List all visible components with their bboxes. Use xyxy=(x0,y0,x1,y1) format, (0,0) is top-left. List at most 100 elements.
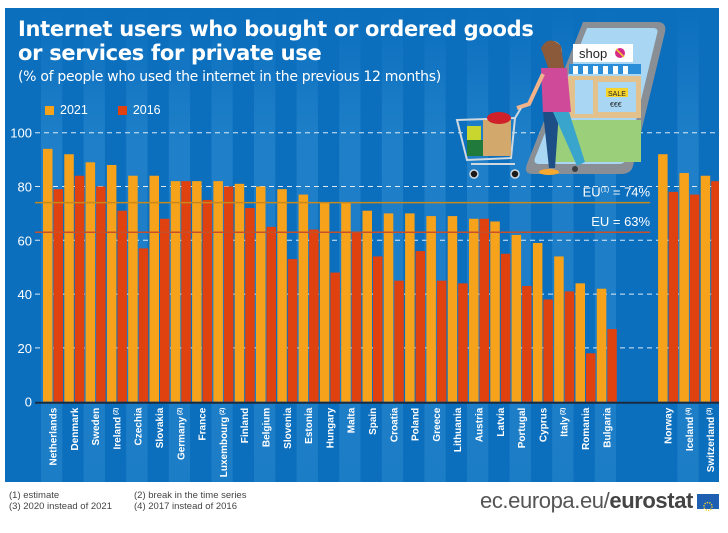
shopping-cart-icon xyxy=(455,107,522,179)
x-label-romania: Romania xyxy=(581,407,592,450)
x-label-lithuania: Lithuania xyxy=(453,407,464,452)
x-label-ireland: Ireland (2) xyxy=(112,408,123,450)
y-tick-label: 100 xyxy=(10,126,32,141)
chart-subtitle: (% of people who used the internet in th… xyxy=(18,69,441,85)
sale-label: SALE xyxy=(608,91,626,98)
bar-2016-latvia xyxy=(500,253,511,402)
x-label-estonia: Estonia xyxy=(304,407,315,444)
x-label-belgium: Belgium xyxy=(262,408,273,448)
shop-sign-text: shop xyxy=(579,46,607,61)
y-axis-ticks: 0 20 40 60 80 100 xyxy=(10,126,32,410)
chart-title-line2: or services for private use xyxy=(18,41,322,65)
legend-label-2021: 2021 xyxy=(60,103,88,117)
brand-name: eurostat xyxy=(609,488,693,513)
bar-2016-ireland xyxy=(117,210,127,402)
x-label-greece: Greece xyxy=(432,407,443,441)
bar-2016-estonia xyxy=(309,229,319,402)
x-label-italy: Italy (2) xyxy=(560,408,571,437)
bar-2021-germany xyxy=(170,181,181,402)
bar-2021-sweden xyxy=(85,162,96,402)
bar-2021-spain xyxy=(362,210,372,402)
bar-2021-iceland xyxy=(679,173,689,402)
bar-2016-greece xyxy=(436,280,447,402)
x-label-cyprus: Cyprus xyxy=(538,407,549,442)
y-tick-label: 20 xyxy=(18,341,32,356)
bar-2021-bulgaria xyxy=(596,288,607,402)
bar-2016-croatia xyxy=(394,280,404,402)
bar-2016-sweden xyxy=(96,186,106,402)
x-label-luxembourg: Luxembourg (2) xyxy=(219,408,230,478)
x-label-latvia: Latvia xyxy=(496,407,507,436)
bar-2016-switzerland xyxy=(711,181,719,402)
bar-2016-norway xyxy=(668,191,679,402)
footnote-1: (1) estimate xyxy=(9,490,60,501)
y-tick-label: 0 xyxy=(25,395,32,410)
x-label-slovakia: Slovakia xyxy=(155,407,166,448)
legend: 2021 2016 xyxy=(45,103,161,117)
legend-label-2016: 2016 xyxy=(132,103,161,117)
y-tick-label: 60 xyxy=(18,233,32,248)
x-label-finland: Finland xyxy=(240,408,251,444)
bar-2021-belgium xyxy=(256,186,266,402)
bar-2016-slovenia xyxy=(287,259,298,402)
bar-2016-finland xyxy=(245,208,255,402)
shop-front-icon: shop SALE €€€ xyxy=(567,44,641,118)
x-label-hungary: Hungary xyxy=(325,407,336,448)
bar-2021-latvia xyxy=(490,221,500,402)
bar-2016-italy xyxy=(564,291,575,402)
x-label-netherlands: Netherlands xyxy=(49,407,60,465)
bar-2021-luxembourg xyxy=(213,181,223,402)
x-label-iceland: Iceland (4) xyxy=(685,408,696,451)
x-label-bulgaria: Bulgaria xyxy=(602,407,613,447)
x-label-sweden: Sweden xyxy=(91,408,102,446)
bar-2021-austria xyxy=(469,218,479,402)
bar-2016-denmark xyxy=(74,175,85,402)
bar-2016-cyprus xyxy=(543,299,553,402)
bar-2021-greece xyxy=(426,216,436,402)
y-tick-label: 40 xyxy=(18,287,32,302)
bar-2021-lithuania xyxy=(447,216,458,402)
shopper-woman-icon xyxy=(516,40,585,175)
x-label-switzerland: Switzerland (3) xyxy=(706,408,717,473)
eurostat-brand[interactable]: ec.europa.eu/eurostat xyxy=(480,488,719,514)
price-label: €€€ xyxy=(610,102,622,109)
bar-2021-poland xyxy=(405,213,415,402)
bar-2021-malta xyxy=(341,202,351,402)
bar-2016-luxembourg xyxy=(223,186,234,402)
bar-2016-france xyxy=(202,199,213,402)
bar-2021-estonia xyxy=(298,194,309,402)
bars xyxy=(43,148,719,402)
bar-2016-hungary xyxy=(330,272,340,402)
bar-2016-lithuania xyxy=(458,283,468,402)
online-shopping-illustration: shop SALE €€€ xyxy=(455,22,666,179)
x-label-austria: Austria xyxy=(475,407,486,442)
legend-swatch-2016 xyxy=(117,105,127,115)
legend-swatch-2021 xyxy=(45,105,54,115)
x-label-spain: Spain xyxy=(368,408,379,435)
bar-2016-belgium xyxy=(266,226,276,402)
bar-2016-iceland xyxy=(689,194,700,402)
bar-2021-portugal xyxy=(511,234,522,402)
bar-2021-croatia xyxy=(383,213,394,402)
x-label-norway: Norway xyxy=(664,407,675,444)
x-label-france: France xyxy=(198,407,209,440)
bar-2021-netherlands xyxy=(43,148,53,402)
x-label-malta: Malta xyxy=(347,407,358,433)
bar-2021-romania xyxy=(575,283,585,402)
eu-reference-lines: EU(1) = 74% EU = 63% xyxy=(35,185,651,233)
bar-2016-malta xyxy=(351,232,362,402)
bar-2021-norway xyxy=(658,154,668,402)
bar-2016-poland xyxy=(415,251,426,402)
x-label-czechia: Czechia xyxy=(134,407,145,445)
bar-2021-france xyxy=(192,181,202,402)
footnote-3: (3) 2020 instead of 2021 xyxy=(9,501,112,512)
bar-2016-czechia xyxy=(138,248,149,402)
y-tick-label: 80 xyxy=(18,180,32,195)
chart-panel: 0 20 40 60 80 100 EU(1) = 74% EU = 63% Netherl… xyxy=(5,8,719,482)
chart-title-line1: Internet users who bought or ordered goo… xyxy=(18,17,534,41)
bar-2021-slovenia xyxy=(277,189,287,402)
eu-reference-label: EU = 63% xyxy=(591,214,650,229)
x-axis-labels: Netherlands Denmark Sweden Ireland (2) Czech… xyxy=(49,407,718,477)
bar-2021-ireland xyxy=(106,164,117,402)
brand-url: ec.europa.eu/ xyxy=(480,488,610,513)
